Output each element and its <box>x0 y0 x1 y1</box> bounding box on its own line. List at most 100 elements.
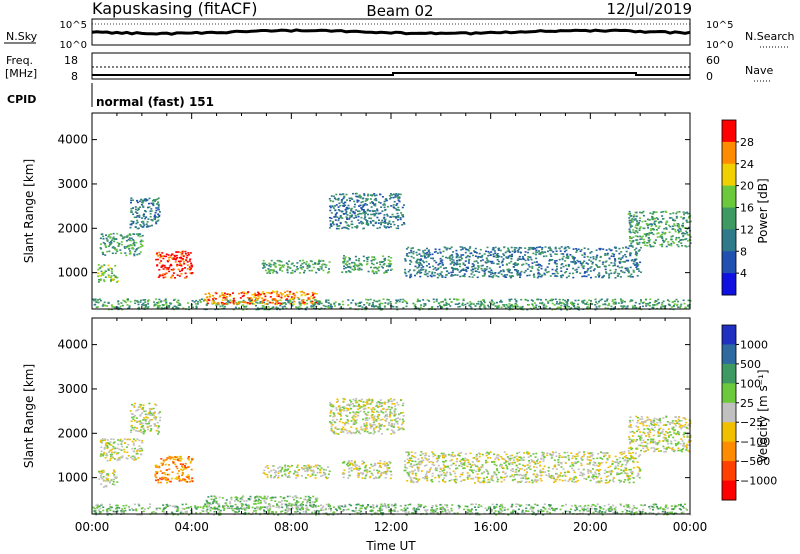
range-time-cell <box>398 300 401 303</box>
range-time-cell <box>372 507 375 509</box>
range-time-cell <box>351 226 354 229</box>
range-time-cell <box>669 213 672 215</box>
range-time-cell <box>485 250 487 253</box>
range-time-cell <box>106 509 109 512</box>
range-time-cell <box>175 254 178 257</box>
range-time-cell <box>382 266 384 269</box>
range-time-cell <box>212 298 214 300</box>
range-time-cell <box>520 258 523 261</box>
range-time-cell <box>634 226 637 229</box>
range-time-cell <box>630 219 633 221</box>
range-time-cell <box>345 193 348 196</box>
range-time-cell <box>375 505 378 508</box>
range-time-cell <box>325 299 328 301</box>
range-time-cell <box>470 509 473 512</box>
range-time-cell <box>106 508 108 511</box>
range-time-cell <box>121 440 124 442</box>
range-time-cell <box>193 301 196 303</box>
range-time-cell <box>510 246 513 249</box>
range-time-cell <box>566 302 569 305</box>
range-time-cell <box>177 268 180 271</box>
range-time-cell <box>125 246 128 249</box>
range-time-cell <box>674 224 676 227</box>
range-time-cell <box>257 295 260 297</box>
range-time-cell <box>549 247 551 249</box>
range-time-cell <box>457 306 460 308</box>
range-time-cell <box>374 511 377 514</box>
range-time-cell <box>109 509 112 512</box>
range-time-cell <box>426 253 429 256</box>
range-time-cell <box>302 259 305 262</box>
range-time-cell <box>437 264 440 266</box>
range-time-cell <box>306 306 309 309</box>
range-time-cell <box>373 193 376 195</box>
range-time-cell <box>218 505 221 508</box>
range-time-cell <box>485 262 488 264</box>
range-time-cell <box>178 459 180 462</box>
range-time-cell <box>263 301 266 304</box>
range-time-cell <box>410 251 413 254</box>
range-time-cell <box>188 513 190 516</box>
range-time-cell <box>317 512 320 514</box>
range-time-cell <box>594 258 597 261</box>
range-time-cell <box>99 278 102 281</box>
range-time-cell <box>165 301 168 304</box>
range-time-cell <box>100 265 103 267</box>
range-time-cell <box>401 224 404 226</box>
range-time-cell <box>449 254 452 257</box>
range-time-cell <box>486 261 489 263</box>
range-time-cell <box>680 242 683 244</box>
range-time-cell <box>633 232 636 234</box>
range-time-cell <box>536 261 538 263</box>
range-time-cell <box>257 297 259 300</box>
range-time-cell <box>364 307 367 309</box>
range-time-cell <box>564 247 567 249</box>
range-time-cell <box>349 307 351 310</box>
range-time-cell <box>366 198 369 200</box>
range-time-cell <box>167 268 170 270</box>
range-time-cell <box>426 512 428 515</box>
range-time-cell <box>499 270 502 272</box>
range-time-cell <box>147 218 150 220</box>
range-time-cell <box>590 276 592 279</box>
range-time-cell <box>123 300 126 303</box>
range-time-cell <box>111 272 114 274</box>
range-time-cell <box>154 473 157 476</box>
range-time-cell <box>493 273 496 275</box>
range-time-cell <box>182 468 185 470</box>
range-time-cell <box>535 249 538 252</box>
range-time-cell <box>267 306 270 308</box>
range-time-cell <box>595 508 598 510</box>
range-time-cell <box>514 269 516 271</box>
range-time-cell <box>532 247 535 249</box>
range-time-cell <box>523 512 526 514</box>
range-time-cell <box>195 512 198 514</box>
range-time-cell <box>683 238 686 241</box>
range-time-cell <box>166 482 169 484</box>
range-time-cell <box>246 297 249 299</box>
range-time-cell <box>570 303 573 306</box>
range-time-cell <box>425 509 428 512</box>
range-time-cell <box>513 248 516 251</box>
range-time-cell <box>587 274 590 276</box>
range-time-cell <box>409 259 412 262</box>
range-time-cell <box>427 249 430 251</box>
range-time-cell <box>102 454 105 457</box>
range-time-cell <box>518 255 521 258</box>
range-time-cell <box>337 209 340 211</box>
range-time-cell <box>120 511 123 514</box>
range-time-cell <box>544 306 547 309</box>
range-time-cell <box>231 506 234 509</box>
range-time-cell <box>521 511 524 513</box>
range-time-cell <box>276 293 278 295</box>
range-time-cell <box>369 198 372 200</box>
range-time-cell <box>107 274 110 276</box>
range-time-cell <box>107 474 110 477</box>
range-time-cell <box>357 215 360 218</box>
range-time-cell <box>146 226 149 228</box>
range-time-cell <box>498 266 501 268</box>
range-time-cell <box>495 513 498 516</box>
range-time-cell <box>121 308 124 311</box>
range-time-cell <box>266 505 269 508</box>
range-time-cell <box>426 272 429 275</box>
